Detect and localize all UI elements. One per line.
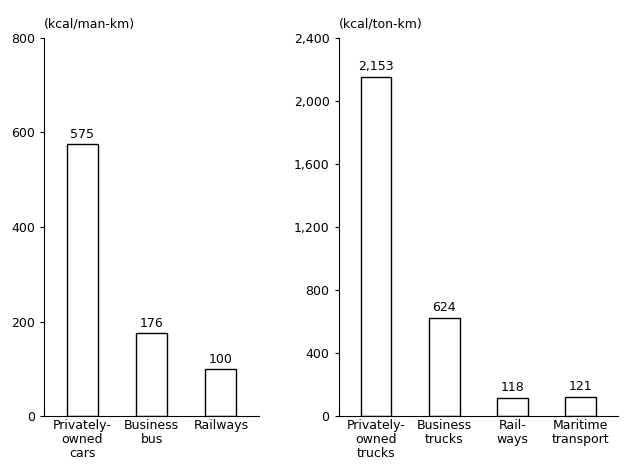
Bar bbox=[67, 144, 98, 416]
Bar bbox=[205, 369, 237, 416]
Text: 176: 176 bbox=[140, 317, 164, 330]
Text: 118: 118 bbox=[501, 381, 524, 394]
Bar bbox=[497, 398, 528, 416]
Bar bbox=[429, 318, 460, 416]
Bar bbox=[361, 77, 391, 416]
Text: 100: 100 bbox=[209, 353, 233, 366]
Text: (kcal/ton-km): (kcal/ton-km) bbox=[338, 17, 422, 30]
Text: 624: 624 bbox=[432, 301, 456, 314]
Text: 575: 575 bbox=[70, 128, 94, 141]
Bar bbox=[136, 333, 167, 416]
Bar bbox=[565, 397, 596, 416]
Text: (kcal/man-km): (kcal/man-km) bbox=[44, 17, 135, 30]
Text: 121: 121 bbox=[569, 380, 593, 393]
Text: 2,153: 2,153 bbox=[359, 60, 394, 73]
